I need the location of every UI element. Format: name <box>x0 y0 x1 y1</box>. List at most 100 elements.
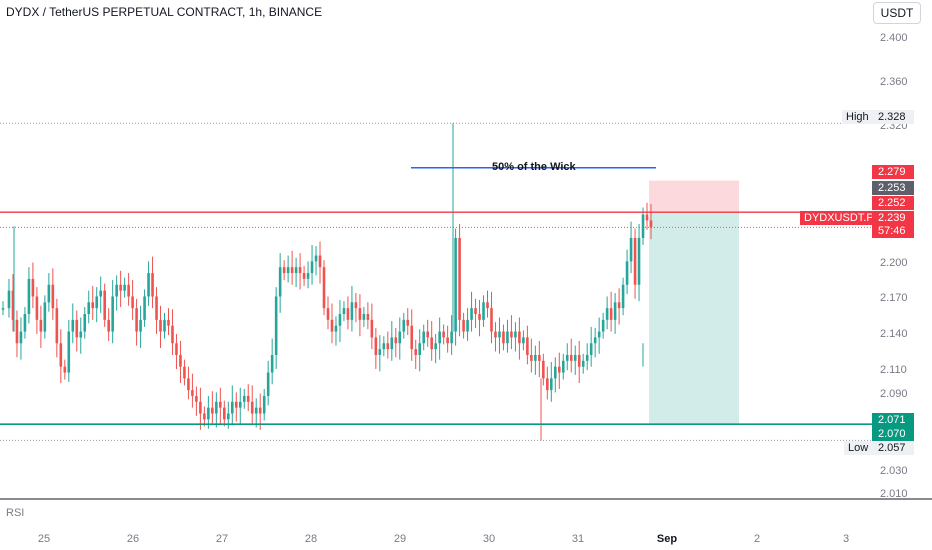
low-price-badge: 2.057 <box>872 441 914 455</box>
candle-body <box>31 278 35 297</box>
y-axis-tick: 2.400 <box>880 32 908 44</box>
candle-body <box>569 354 573 361</box>
candle-body <box>278 267 282 297</box>
x-axis-tick: 31 <box>571 533 585 545</box>
candle-body <box>550 378 553 391</box>
candle-body <box>506 331 509 344</box>
candle-body <box>629 237 633 262</box>
candle-body <box>382 343 386 350</box>
candle-body <box>183 366 186 379</box>
candle-body <box>199 401 202 414</box>
candle-body <box>633 237 637 285</box>
support-price-badge: 2.070 <box>872 427 914 441</box>
candle-body <box>111 296 114 332</box>
candle-body <box>290 267 294 274</box>
y-axis-tick: 2.030 <box>880 465 908 477</box>
candle-body <box>394 337 398 344</box>
candle-body <box>510 331 513 338</box>
candle-body <box>47 284 51 303</box>
candle-body <box>219 401 222 408</box>
currency-button[interactable]: USDT <box>873 2 921 24</box>
candle-body <box>470 308 473 320</box>
candle-body <box>215 401 218 414</box>
candle-body <box>334 325 338 332</box>
candle-body <box>115 284 118 297</box>
candle-body <box>338 314 342 326</box>
candle-body <box>358 308 362 320</box>
candle-body <box>434 343 437 350</box>
candle-body <box>7 290 11 309</box>
candle-body <box>71 319 75 332</box>
candle-body <box>426 331 429 338</box>
candle-body <box>649 220 653 228</box>
candle-body <box>617 302 621 309</box>
candle-body <box>342 308 346 315</box>
candle-body <box>542 360 545 379</box>
candle-body <box>390 337 394 350</box>
candle-body <box>127 284 130 297</box>
candle-body <box>462 319 465 332</box>
y-axis-tick: 2.010 <box>880 488 908 500</box>
candle-body <box>27 278 31 315</box>
candle-body <box>55 308 59 344</box>
candle-body <box>466 319 469 332</box>
candle-body <box>75 319 79 338</box>
candle-body <box>593 337 597 344</box>
candle-body <box>35 296 39 320</box>
candle-body <box>350 302 354 320</box>
candle-body <box>234 401 238 408</box>
candle-body <box>223 407 226 420</box>
candle-body <box>298 267 302 274</box>
candle-body <box>557 366 561 373</box>
candle-body <box>422 331 426 344</box>
candle-body <box>207 407 210 420</box>
candle-body <box>123 284 126 291</box>
candle-body <box>187 378 190 391</box>
x-axis-tick: 27 <box>215 533 229 545</box>
candle-body <box>238 401 242 408</box>
candle-body <box>51 284 55 309</box>
resistance-price-badge: 2.252 <box>872 196 914 210</box>
candle-body <box>103 290 106 320</box>
candle-body <box>175 343 178 355</box>
candle-body <box>514 331 517 338</box>
candle-body <box>107 319 110 332</box>
candle-body <box>430 337 433 350</box>
candle-body <box>546 378 549 391</box>
candle-body <box>418 343 422 355</box>
candle-body <box>502 331 505 344</box>
candle-body <box>159 319 162 332</box>
candle-body <box>139 319 142 332</box>
candle-body <box>534 354 537 361</box>
candle-body <box>442 331 445 338</box>
candle-body <box>143 296 146 320</box>
rsi-pane-label: RSI <box>6 507 25 519</box>
candle-body <box>155 296 158 320</box>
entry-price-badge: 2.253 <box>872 181 914 195</box>
candle-body <box>406 319 410 326</box>
candle-body <box>414 349 418 355</box>
candle-body <box>530 354 533 361</box>
candle-body <box>645 214 649 221</box>
candle-body <box>538 354 541 361</box>
candle-body <box>286 267 290 274</box>
candle-body <box>306 273 310 279</box>
candle-body <box>486 302 489 309</box>
candle-body <box>242 395 246 402</box>
candle-body <box>43 302 47 332</box>
candle-body <box>625 261 629 285</box>
candle-body <box>270 354 274 373</box>
candle-body <box>95 296 99 309</box>
candle-body <box>15 319 19 344</box>
y-axis-tick: 2.360 <box>880 76 908 88</box>
candle-body <box>565 354 569 361</box>
y-axis-tick: 2.200 <box>880 257 908 269</box>
high-label: High <box>842 110 872 124</box>
candle-body <box>131 296 134 309</box>
candle-body <box>494 331 497 338</box>
high-price-badge: 2.328 <box>872 110 914 124</box>
candle-body <box>11 290 15 320</box>
candle-body <box>254 407 258 414</box>
take-profit-zone <box>649 212 739 425</box>
